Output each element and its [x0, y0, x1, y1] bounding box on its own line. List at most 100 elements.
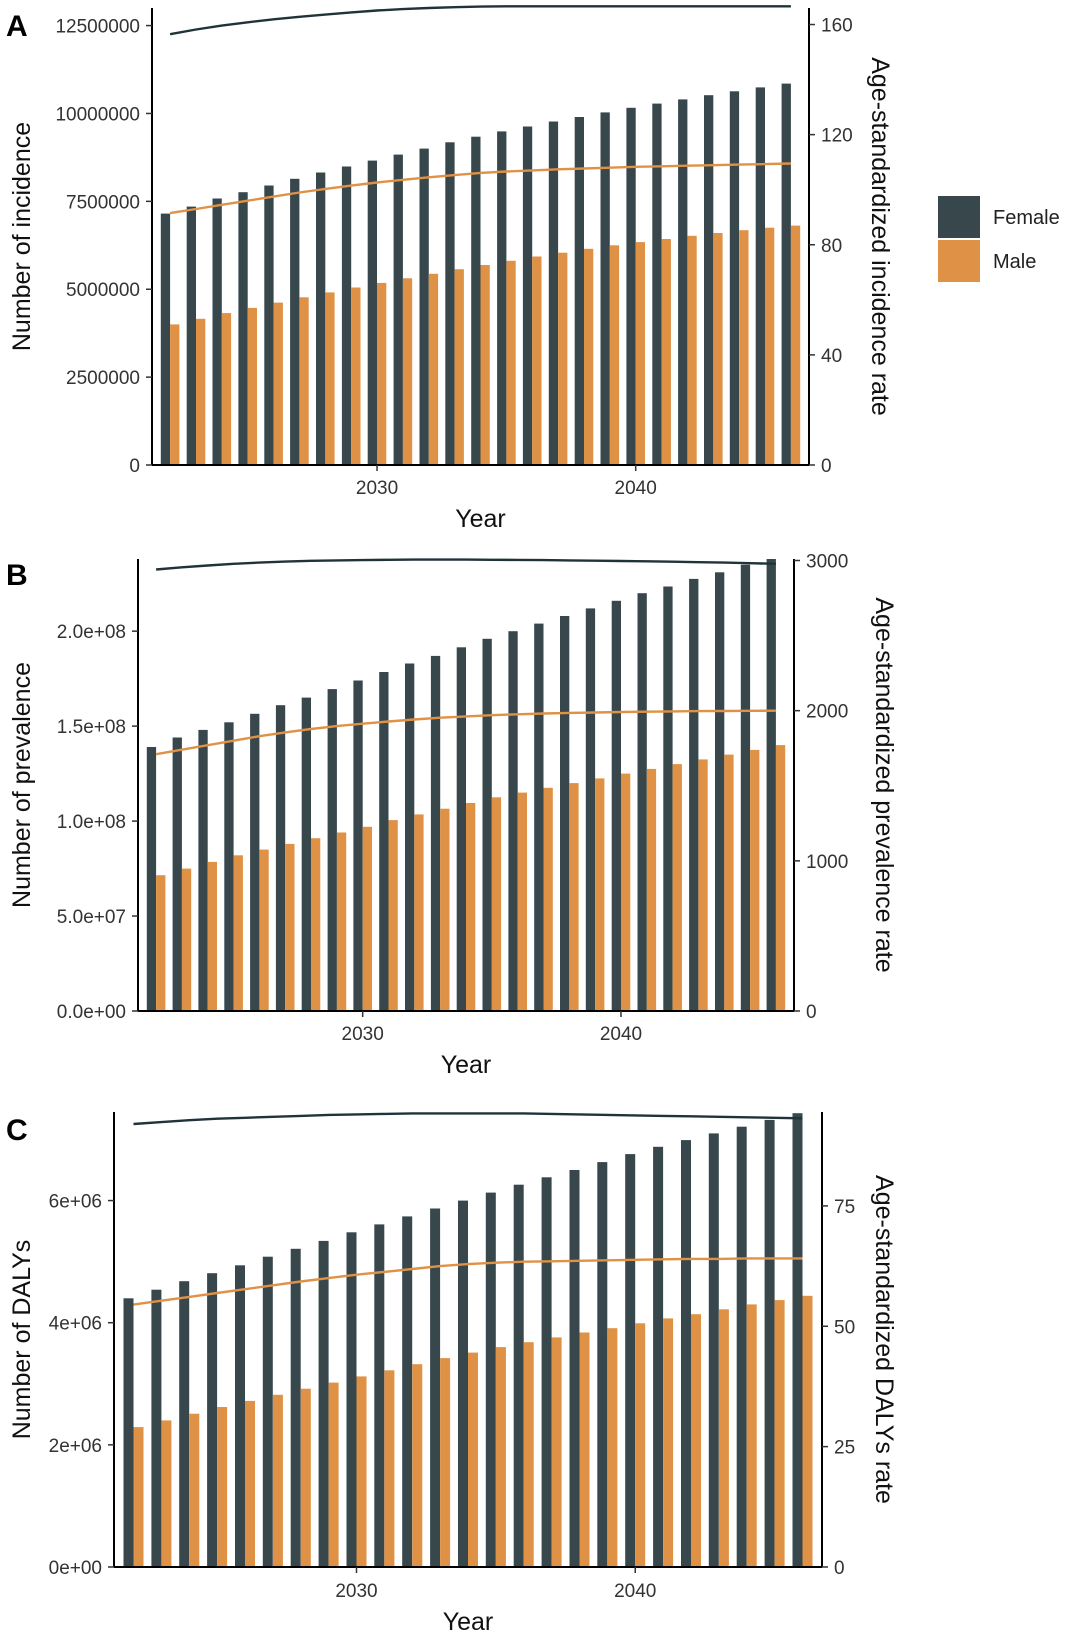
bar-male-2037	[558, 252, 568, 465]
bar-female-2027	[262, 1256, 273, 1567]
rate-line-female	[169, 5, 791, 36]
rate-line-male	[133, 1257, 803, 1306]
bar-male-2025	[247, 307, 257, 465]
x-axis-title: Year	[441, 1051, 492, 1079]
y2-tick-label: 25	[834, 1438, 855, 1459]
bar-male-2032	[414, 814, 424, 1011]
bar-male-2031	[384, 1370, 395, 1567]
y2-tick-label: 2000	[806, 702, 848, 723]
y2-tick-label: 80	[821, 236, 842, 257]
bar-male-2034	[480, 265, 490, 465]
bar-female-2031	[393, 154, 403, 465]
x-tick-label: 2040	[615, 478, 657, 499]
legend-key-female	[938, 196, 980, 238]
bar-female-2038	[569, 1170, 580, 1567]
bar-male-2032	[428, 273, 439, 465]
bar-male-2042	[691, 1314, 701, 1567]
bar-male-2039	[595, 778, 605, 1011]
bar-male-2037	[551, 1337, 562, 1567]
bar-male-2029	[328, 1382, 339, 1567]
bar-male-2037	[543, 787, 553, 1011]
bar-male-2033	[440, 808, 450, 1011]
bar-female-2025	[207, 1273, 218, 1567]
bar-male-2023	[196, 318, 206, 465]
bar-male-2031	[388, 820, 398, 1011]
y2-tick-label: 3000	[806, 552, 848, 573]
bar-male-2040	[635, 242, 645, 465]
bar-female-2035	[497, 131, 507, 465]
x-tick-label: 2040	[600, 1024, 642, 1045]
bar-male-2026	[259, 849, 269, 1011]
bar-male-2040	[621, 773, 631, 1011]
bar-female-2024	[179, 1281, 190, 1567]
bar-male-2035	[491, 797, 502, 1011]
y-tick-label: 2500000	[66, 368, 140, 389]
rate-line-male	[169, 162, 791, 215]
bar-female-2036	[513, 1184, 524, 1567]
bar-female-2027	[275, 705, 286, 1011]
bar-male-2023	[161, 1420, 172, 1567]
bar-female-2041	[653, 1146, 664, 1567]
bar-female-2034	[458, 1200, 468, 1567]
bar-male-2030	[356, 1376, 367, 1567]
bar-female-2042	[663, 586, 673, 1011]
bar-male-2041	[661, 239, 671, 465]
bar-male-2022	[170, 324, 180, 465]
bar-female-2034	[471, 136, 481, 465]
bar-male-2034	[468, 1352, 478, 1567]
bar-female-2043	[704, 95, 714, 465]
y-tick-label: 0	[129, 456, 140, 477]
bar-male-2046	[790, 225, 801, 465]
y-axis-title: Number of incidence	[8, 122, 36, 351]
bar-female-2029	[318, 1240, 329, 1567]
bar-female-2031	[379, 672, 389, 1011]
bar-male-2026	[245, 1400, 255, 1567]
bar-female-2026	[235, 1265, 245, 1567]
bar-male-2027	[272, 1394, 283, 1567]
bar-female-2033	[430, 655, 441, 1011]
bar-male-2046	[775, 745, 786, 1011]
y2-tick-label: 160	[821, 16, 853, 37]
bar-male-2040	[635, 1323, 646, 1567]
bar-female-2039	[597, 1162, 608, 1567]
bar-female-2022	[123, 1298, 134, 1567]
bar-female-2038	[560, 616, 570, 1011]
bar-female-2045	[755, 87, 765, 466]
bar-female-2024	[198, 729, 208, 1011]
bar-female-2031	[374, 1224, 385, 1567]
y2-tick-label: 0	[806, 1002, 817, 1023]
bar-female-2046	[781, 83, 791, 465]
bar-female-2040	[611, 600, 621, 1011]
bar-female-2041	[637, 593, 647, 1011]
bar-female-2030	[346, 1232, 357, 1567]
bar-male-2035	[495, 1347, 506, 1567]
bar-male-2036	[523, 1342, 534, 1567]
panel-letter: B	[6, 559, 28, 592]
bar-female-2045	[764, 1119, 775, 1567]
bar-female-2042	[681, 1140, 691, 1567]
y2-tick-label: 40	[821, 346, 842, 367]
bar-male-2026	[273, 302, 283, 465]
x-tick-label: 2030	[335, 1581, 377, 1602]
legend-key-male	[938, 240, 980, 282]
bar-female-2038	[574, 117, 584, 465]
bar-male-2024	[189, 1413, 200, 1567]
bar-female-2046	[766, 559, 776, 1011]
bar-female-2033	[445, 142, 455, 466]
y2-tick-label: 75	[834, 1197, 855, 1218]
bar-male-2030	[362, 826, 372, 1011]
bar-male-2042	[672, 764, 682, 1011]
bar-male-2027	[299, 297, 309, 465]
y-tick-label: 7500000	[66, 192, 140, 213]
rate-line-female	[155, 558, 776, 571]
bar-female-2028	[290, 1248, 301, 1567]
panel-letter: A	[6, 10, 28, 43]
bar-female-2042	[678, 99, 688, 466]
y2-tick-label: 50	[834, 1317, 855, 1338]
bar-female-2023	[151, 1289, 162, 1567]
bar-male-2024	[207, 861, 217, 1011]
bar-male-2023	[181, 868, 192, 1011]
bar-female-2037	[548, 121, 559, 465]
bar-female-2036	[508, 631, 518, 1011]
y-tick-label: 6e+06	[49, 1192, 102, 1213]
